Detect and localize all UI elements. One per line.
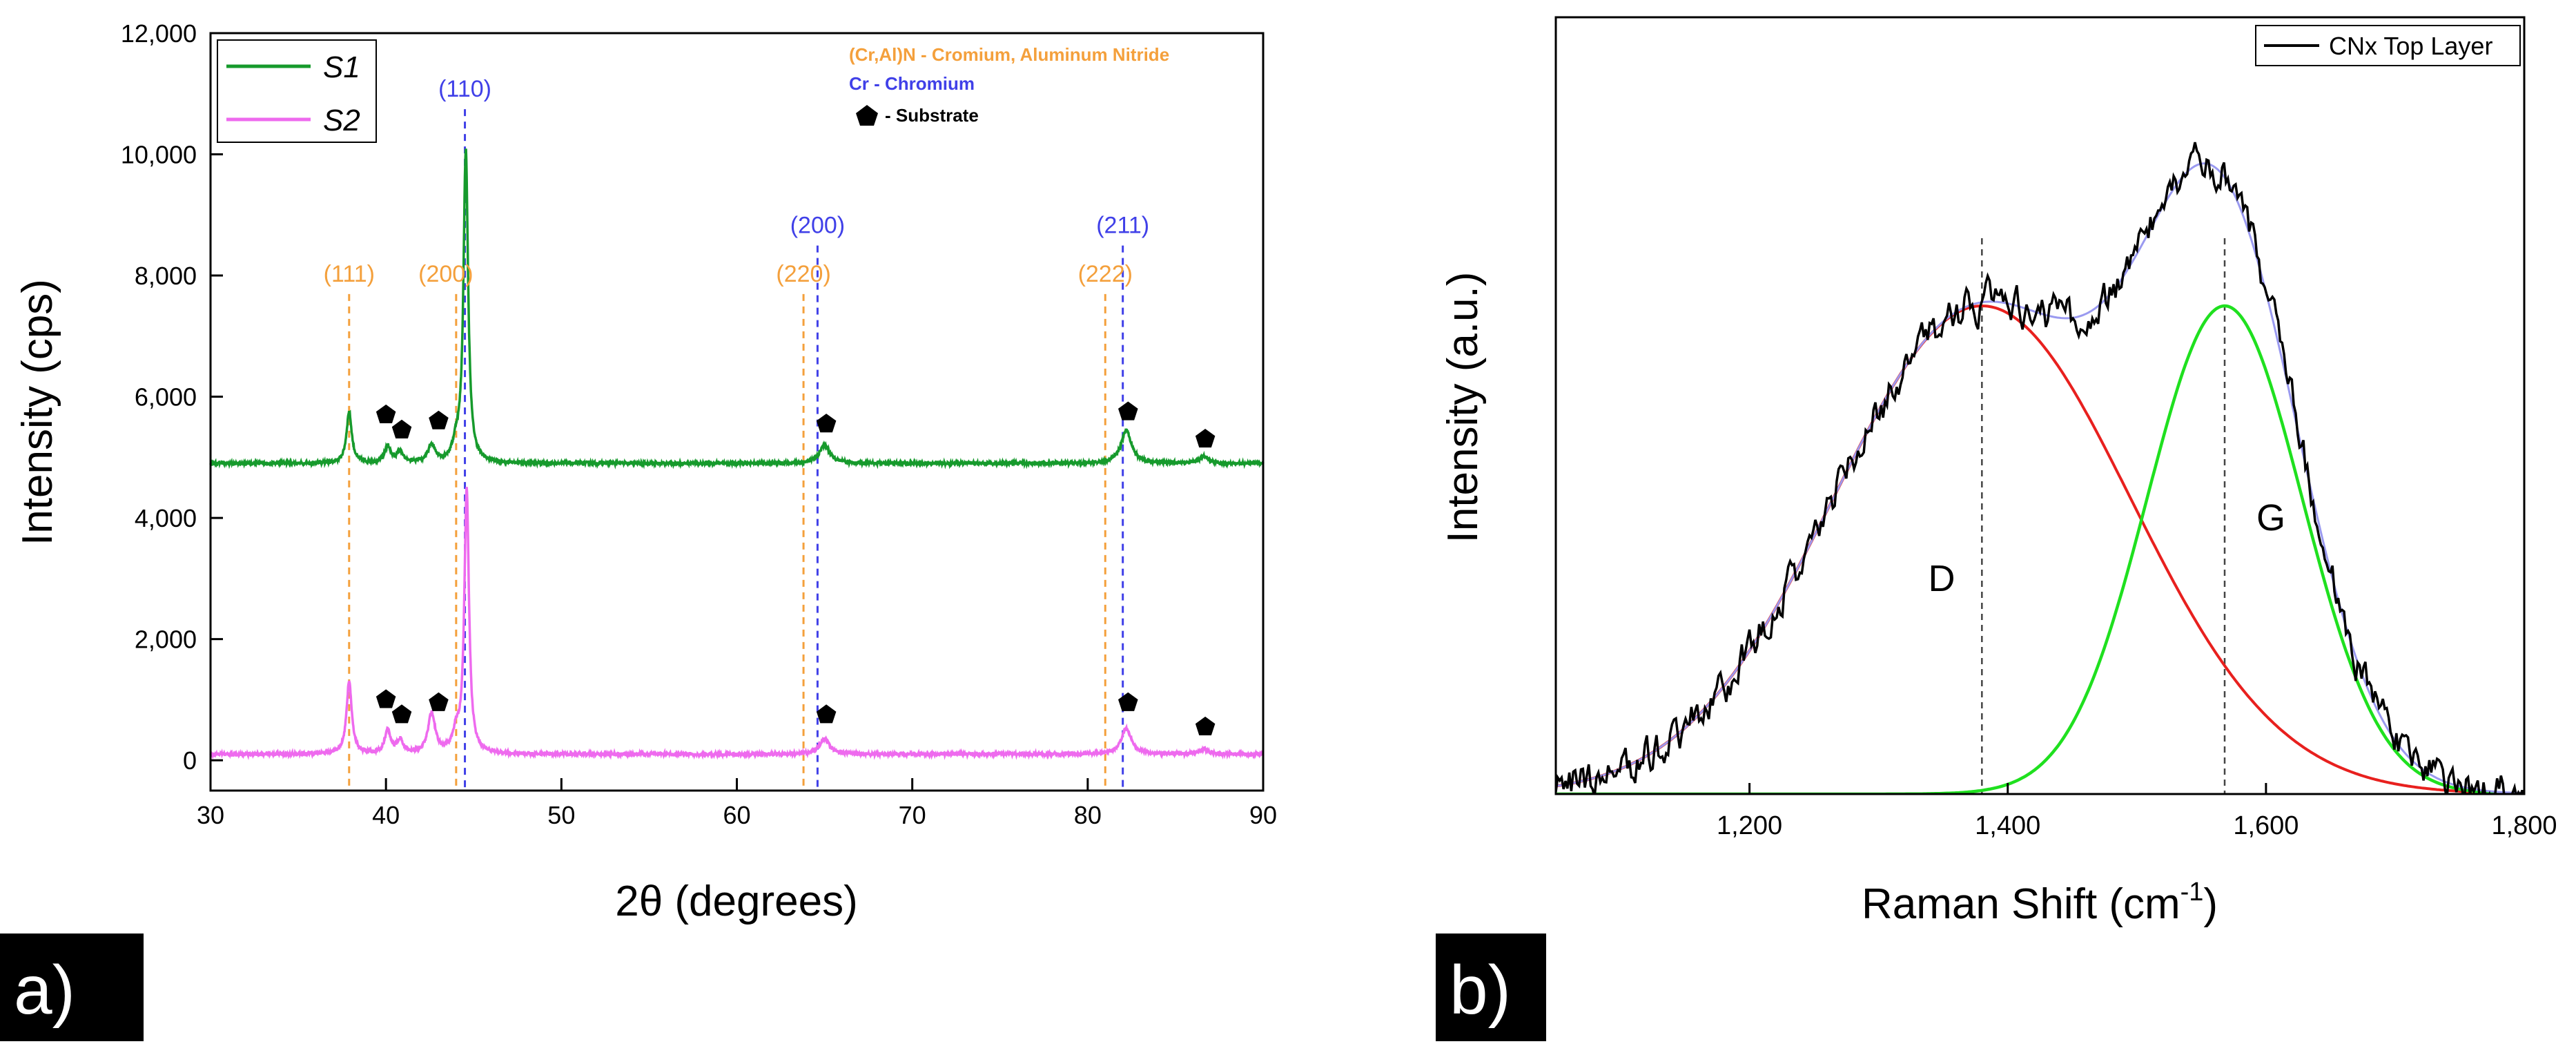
- a-substrate-marker-10: [1118, 692, 1138, 711]
- a-substrate-marker-7: [391, 704, 412, 724]
- a-x-tick-label-40: 40: [372, 801, 400, 829]
- a-reference-label-6: (211): [1096, 213, 1149, 239]
- a-substrate-marker-11: [1195, 716, 1216, 735]
- b-panel-label: b): [1450, 951, 1511, 1029]
- a-x-tick-label-70: 70: [899, 801, 926, 829]
- a-reference-label-5: (200): [790, 213, 845, 239]
- b-peak-label-g: G: [2256, 497, 2285, 539]
- a-reference-label-0: (111): [324, 261, 375, 287]
- a-series-line-s2: [209, 487, 1265, 761]
- b-peak-label-d: D: [1929, 558, 1955, 599]
- b-x-axis-title: Raman Shift (cm-1): [1862, 878, 2218, 928]
- b-x-tick-label-1200: 1,200: [1717, 811, 1782, 840]
- a-x-tick-label-80: 80: [1074, 801, 1102, 829]
- b-legend-label: CNx Top Layer: [2329, 32, 2492, 60]
- a-y-tick-label-6000: 6,000: [135, 383, 197, 412]
- a-series-group: [209, 148, 1265, 761]
- a-reference-label-4: (110): [438, 76, 491, 102]
- b-axis-ticks: 1,200 1,400 1,600 1,800: [1717, 783, 2557, 840]
- a-panel-label-box: [0, 934, 144, 1041]
- a-y-axis-title: Intensity (cps): [14, 279, 61, 545]
- a-substrate-marker-5: [1195, 429, 1216, 448]
- a-x-tick-label-30: 30: [197, 801, 224, 829]
- b-x-tick-label-1800: 1,800: [2491, 811, 2557, 840]
- a-x-tick-label-50: 50: [547, 801, 575, 829]
- a-annotation-cr: Cr - Chromium: [849, 73, 975, 94]
- a-substrate-marker-1: [391, 419, 412, 438]
- a-panel-label: a): [14, 951, 75, 1029]
- a-substrate-marker-2: [429, 410, 449, 429]
- a-y-tick-label-0: 0: [183, 746, 197, 775]
- a-x-axis-title: 2θ (degrees): [615, 878, 858, 925]
- b-series-group: [1556, 142, 2524, 794]
- a-annotation-crn: (Cr,Al)N - Cromium, Aluminum Nitride: [849, 44, 1169, 65]
- a-legend-box: [217, 39, 377, 143]
- a-y-tick-label-2000: 2,000: [135, 626, 197, 654]
- b-series-line-cumulative-fit: [1556, 162, 2524, 794]
- panel-a-xrd-chart: (111) (200) (220) (222) (110) (200) (211) 30 40…: [0, 19, 1277, 1041]
- a-y-tick-label-12000: 12,000: [121, 19, 197, 48]
- a-y-tick-label-10000: 10,000: [121, 141, 197, 169]
- b-panel-label-box: [1436, 934, 1546, 1041]
- b-series-line-g-fit: [1556, 304, 2524, 794]
- a-reference-label-2: (220): [776, 261, 830, 287]
- a-substrate-marker-6: [375, 689, 396, 708]
- b-x-axis-title-main: Raman Shift (cm: [1862, 880, 2180, 928]
- a-substrate-marker-8: [429, 692, 449, 711]
- b-x-tick-label-1600: 1,600: [2233, 811, 2299, 840]
- a-substrate-marker-0: [375, 404, 396, 423]
- a-substrate-marker-3: [816, 414, 837, 433]
- a-substrate-marker-9: [816, 704, 837, 724]
- a-reference-label-1: (200): [418, 261, 473, 287]
- a-y-tick-label-8000: 8,000: [135, 262, 197, 290]
- b-plot-frame: [1554, 16, 2526, 795]
- b-y-axis-title: Intensity (a.u.): [1439, 272, 1487, 543]
- a-x-tick-label-60: 60: [723, 801, 750, 829]
- b-series-line-measured: [1556, 142, 2524, 794]
- b-peak-position-lines: [1981, 238, 2226, 794]
- b-x-axis-title-sup: -1: [2180, 878, 2204, 907]
- a-substrate-markers: [375, 401, 1216, 735]
- a-annotation-substrate-marker: [856, 105, 878, 126]
- a-reference-labels: (111) (200) (220) (222) (110) (200) (211): [324, 76, 1149, 287]
- a-series-line-s1: [209, 148, 1265, 470]
- a-reference-label-3: (222): [1078, 261, 1133, 287]
- b-x-axis-title-close: ): [2203, 880, 2218, 928]
- a-annotation-substrate: - Substrate: [885, 105, 979, 126]
- a-legend-label-s1: S1: [323, 50, 360, 84]
- a-legend-label-s2: S2: [323, 104, 360, 137]
- a-x-tick-label-90: 90: [1249, 801, 1277, 829]
- a-y-tick-label-4000: 4,000: [135, 504, 197, 532]
- a-substrate-marker-4: [1118, 401, 1138, 420]
- a-axis-ticks: 30 40 50 60 70 80 90 0 2,000 4,000 6,000 8,000 10,00…: [121, 19, 1277, 829]
- panel-b-raman-chart: 1,200 1,400 1,600 1,800 D G CNx Top Layer R…: [1436, 16, 2557, 1041]
- b-x-tick-label-1400: 1,400: [1975, 811, 2040, 840]
